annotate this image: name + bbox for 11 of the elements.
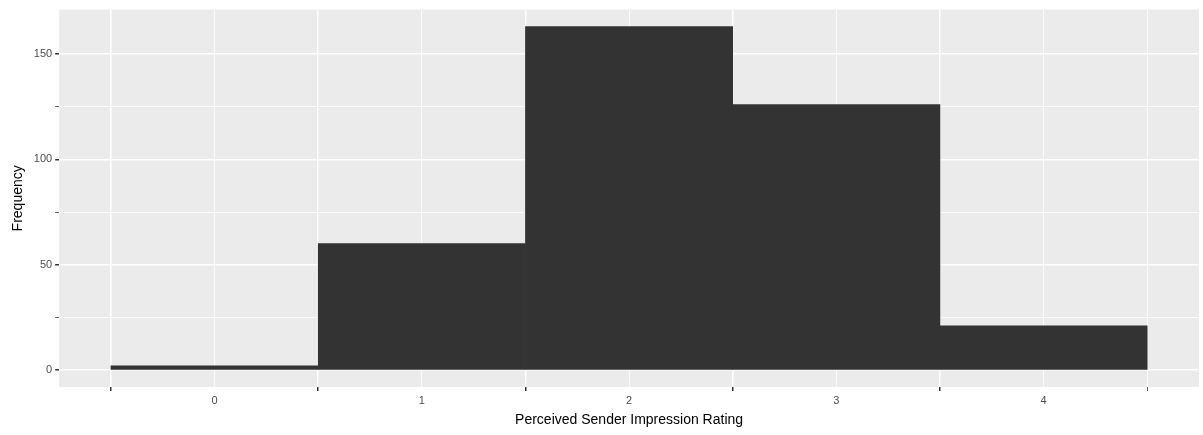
y-tick-label: 150	[33, 46, 53, 59]
x-tick-label: 1	[418, 393, 425, 406]
y-tick-label: 100	[33, 152, 53, 165]
x-tick-label: 0	[211, 393, 218, 406]
x-tick-label: 2	[626, 393, 633, 406]
y-tick-label: 0	[46, 363, 53, 376]
y-tick-label: 50	[39, 257, 53, 270]
x-tick-label: 3	[833, 393, 840, 406]
y-axis-title: Frequency	[9, 165, 26, 232]
x-axis-title: Perceived Sender Impression Rating	[515, 411, 744, 428]
x-tick-label: 4	[1040, 393, 1047, 406]
